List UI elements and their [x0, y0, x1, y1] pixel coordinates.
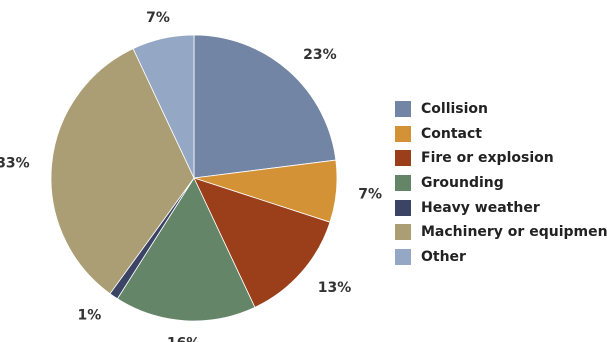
legend-label: Fire or explosion — [421, 150, 554, 167]
data-label-heavy-weather: 1% — [78, 308, 102, 324]
legend-label: Contact — [421, 125, 482, 142]
legend-item-grounding: Grounding — [395, 171, 607, 196]
legend-label: Other — [421, 248, 466, 265]
pie-slice-fire-or-explosion — [193, 177, 331, 308]
legend: Collision Contact Fire or explosion Groundi… — [395, 97, 607, 269]
data-label-other: 7% — [146, 10, 170, 26]
legend-swatch — [395, 224, 411, 241]
legend-item-contact: Contact — [395, 122, 607, 147]
legend-label: Heavy weather — [421, 199, 540, 216]
legend-swatch — [395, 125, 411, 142]
legend-swatch — [395, 101, 411, 118]
legend-item-heavy-weather: Heavy weather — [395, 195, 607, 220]
data-label-machinery-or-equipment: 33% — [0, 156, 30, 172]
legend-label: Grounding — [421, 175, 504, 192]
data-label-contact: 7% — [358, 187, 382, 203]
data-label-grounding: 16% — [167, 336, 201, 342]
data-label-collision: 23% — [303, 47, 337, 63]
pie-slice-grounding — [116, 177, 256, 322]
legend-item-machinery-or-equipment: Machinery or equipment — [395, 220, 607, 245]
legend-label: Collision — [421, 101, 489, 118]
data-label-fire-or-explosion: 13% — [318, 280, 352, 296]
legend-item-collision: Collision — [395, 97, 607, 122]
legend-swatch — [395, 199, 411, 216]
legend-swatch — [395, 175, 411, 192]
legend-label: Machinery or equipment — [421, 224, 607, 241]
legend-item-other: Other — [395, 245, 607, 270]
legend-swatch — [395, 248, 411, 265]
pie-slice-other — [132, 34, 195, 179]
legend-swatch — [395, 150, 411, 167]
legend-item-fire-or-explosion: Fire or explosion — [395, 146, 607, 171]
pie-slice-collision — [193, 34, 337, 179]
pie-slice-machinery-or-equipment — [50, 48, 195, 295]
